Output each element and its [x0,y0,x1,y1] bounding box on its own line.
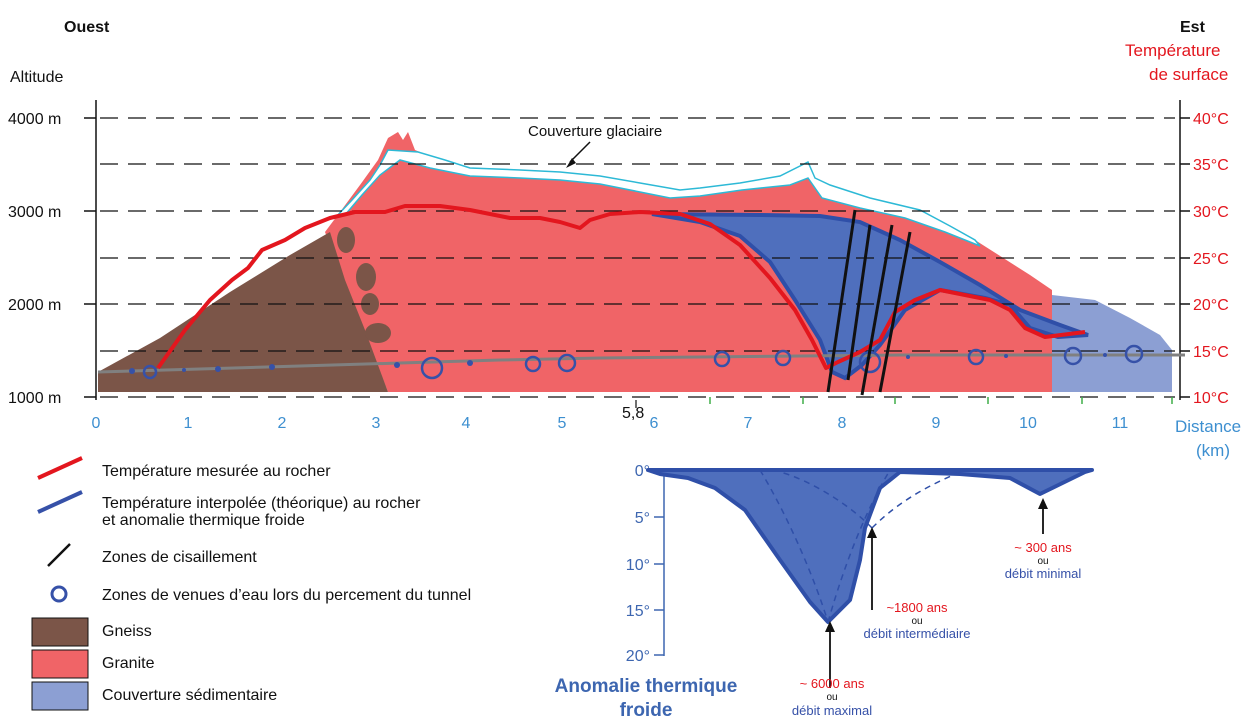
distance-tick-11: 11 [1112,415,1129,432]
anomaly-tick-10: 10° [626,557,650,574]
distance-tick-0: 0 [92,415,101,432]
distance-tick-9: 9 [932,415,941,432]
distance-tick-1: 1 [184,415,193,432]
altitude-tick-4000: 4000 m [8,111,61,128]
legend-granite-swatch [31,649,89,679]
gneiss-inclusion [365,323,391,343]
temp-tick-20: 20°C [1193,297,1229,314]
anomaly-dashed-curves [759,469,961,623]
distance-label-2: (km) [1196,441,1230,460]
glacier-cover [332,149,981,247]
note-6000-or: ou [826,692,837,703]
temp-tick-30: 30°C [1193,204,1229,221]
distance-tick-10: 10 [1019,415,1037,432]
gneiss-inclusion [337,227,355,253]
distance-tick-3: 3 [372,415,381,432]
note-1800-or: ou [911,616,922,627]
note-6000-flow: débit maximal [792,703,872,718]
legend-measured-label: Température mesurée au rocher [102,463,331,480]
legend-sediment-swatch [31,681,89,711]
legend-granite-label: Granite [102,655,155,672]
distance-tick-6: 6 [650,415,659,432]
glacier-arrow-head [566,158,576,168]
altitude-label: Altitude [10,69,63,86]
anomaly-tick-0: 0° [635,463,650,480]
legend-interpolated-label: Température interpolée (théorique) au ro… [102,495,421,512]
legend-water-label: Zones de venues d’eau lors du percement … [102,587,471,604]
distance-label-1: Distance [1175,417,1241,436]
shear-zones [826,209,912,396]
note-300-age: ~ 300 ans [1014,540,1072,555]
anomaly-profile [646,468,1094,624]
legend-shear-label: Zones de cisaillement [102,549,257,566]
measured-temperature-line [156,204,1086,370]
arrow-head-1800 [867,527,877,538]
east-label: Est [1180,19,1206,36]
sediment-body [1052,295,1172,392]
arrow-head-300 [1038,498,1048,509]
surface-temp-label-1: Température [1125,41,1220,60]
temp-tick-40: 40°C [1193,111,1229,128]
note-300-or: ou [1037,556,1048,567]
temp-tick-15: 15°C [1193,344,1229,361]
legend-interpolated-swatch [37,490,83,514]
temp-tick-25: 25°C [1193,251,1229,268]
green-ticks [709,397,1173,404]
temp-tick-10: 10°C [1193,390,1229,407]
legend-interpolated-label-2: et anomalie thermique froide [102,512,305,529]
distance-tick-2: 2 [278,415,287,432]
marker-58: 5,8 [622,405,644,422]
glacier-label: Couverture glaciaire [528,123,662,140]
distance-tick-4: 4 [462,415,471,432]
note-1800-age: ~1800 ans [886,600,948,615]
anomaly-tick-15: 15° [626,603,650,620]
anomaly-arrows [829,505,1044,688]
glacier-arrow [569,141,591,163]
anomaly-tick-5: 5° [635,510,650,527]
legend-gneiss-label: Gneiss [102,623,152,640]
west-label: Ouest [64,19,110,36]
anomaly-title-2: froide [620,700,673,721]
tunnel-line [97,353,1185,374]
gneiss-inclusion [356,263,376,291]
distance-tick-7: 7 [744,415,753,432]
legend-gneiss-swatch [31,617,89,647]
altitude-tick-3000: 3000 m [8,204,61,221]
anomaly-title-1: Anomalie thermique [555,676,738,697]
legend-sediment-label: Couverture sédimentaire [102,687,277,704]
distance-tick-8: 8 [838,415,847,432]
legend-shear-swatch [47,543,71,567]
water-inflow-zones [142,344,1144,380]
surface-temp-label-2: de surface [1149,65,1228,84]
temp-tick-35: 35°C [1193,157,1229,174]
distance-tick-5: 5 [558,415,567,432]
legend-measured-swatch [37,456,83,480]
water-inflow-dots [129,353,1107,374]
legend-water-swatch [50,585,68,603]
arrow-head-6000 [825,621,835,632]
note-300-flow: débit minimal [1005,566,1082,581]
note-1800-flow: débit intermédiaire [864,626,971,641]
altitude-tick-1000: 1000 m [8,390,61,407]
anomaly-tick-20: 20° [626,648,650,665]
note-6000-age: ~ 6000 ans [800,676,865,691]
altitude-tick-2000: 2000 m [8,297,61,314]
